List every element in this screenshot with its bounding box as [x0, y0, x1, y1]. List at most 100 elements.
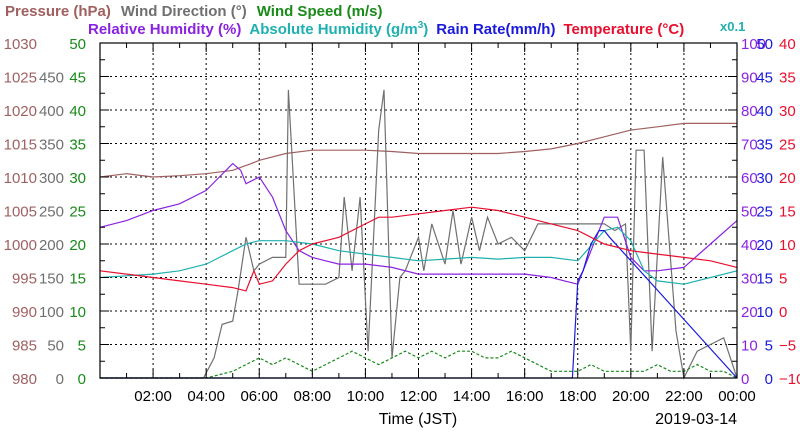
- y-tick-label-humidity: 40: [741, 237, 758, 254]
- y-tick-label-rain: 50: [756, 36, 773, 53]
- legend-entry: Wind Direction (°): [121, 3, 247, 20]
- y-tick-label-wind_direction: 200: [39, 237, 64, 254]
- y-tick-label-wind_direction: 50: [47, 338, 64, 355]
- legend-entry: Wind Speed (m/s): [257, 3, 383, 20]
- y-tick-label-wind_speed: 25: [69, 204, 86, 221]
- x-tick-label: 16:00: [506, 388, 544, 405]
- x-tick-label: 04:00: [187, 388, 225, 405]
- y-tick-label-rain: 15: [756, 271, 773, 288]
- legend-entry: Pressure (hPa): [5, 3, 111, 20]
- legend-entry: Rain Rate(mm/h): [436, 21, 555, 38]
- y-tick-label-pressure: 1020: [4, 103, 37, 120]
- legend-entry-label: Rain Rate(mm/h): [436, 21, 555, 38]
- series-lines: [99, 89, 738, 380]
- x-tick-label: 22:00: [665, 388, 703, 405]
- legend-entry: Absolute Humidity (g/m3): [249, 20, 428, 38]
- x-tick-label: 08:00: [294, 388, 332, 405]
- x-axis: 02:00 04:00 06:00 08:00 10:00 12:00 14:00 16:00…: [134, 388, 755, 428]
- legend-suffix: ): [423, 21, 428, 38]
- y-tick-label-humidity: 50: [741, 204, 758, 221]
- legend-superscript: 3: [418, 20, 424, 31]
- legend-entry-label: Temperature (°C): [563, 21, 684, 38]
- legend-entry-label: Absolute Humidity (g/m: [249, 21, 417, 38]
- y-tick-label-humidity: 70: [741, 137, 758, 154]
- y-tick-label-wind_direction: 450: [39, 70, 64, 87]
- series-line: [99, 122, 737, 178]
- y-tick-label-wind_speed: 5: [78, 338, 86, 355]
- legend-entry: Relative Humidity (%): [88, 21, 241, 38]
- x-tick-label: 18:00: [559, 388, 597, 405]
- series-line: [99, 206, 738, 292]
- y-tick-label-wind_direction: 350: [39, 137, 64, 154]
- y-tick-label-pressure: 1010: [4, 170, 37, 187]
- y-tick-label-pressure: 980: [12, 371, 37, 388]
- y-tick-label-wind_speed: 50: [69, 36, 86, 53]
- y-tick-label-pressure: 1015: [4, 137, 37, 154]
- legend-entry: Temperature (°C): [563, 21, 684, 38]
- y-tick-label-pressure: 1005: [4, 204, 37, 221]
- y-tick-label-humidity: 30: [741, 271, 758, 288]
- y-tick-label-wind_speed: 15: [69, 271, 86, 288]
- series-line: [100, 350, 738, 379]
- y-tick-label-humidity: 100: [741, 36, 766, 53]
- y-tick-label-temperature: 20: [779, 170, 796, 187]
- y-tick-label-rain: 45: [756, 70, 773, 87]
- y-tick-label-humidity: 0: [741, 371, 749, 388]
- series-line: [100, 89, 738, 380]
- date-label: 2019-03-14: [655, 411, 737, 428]
- grid: [100, 43, 737, 378]
- x-tick-label: 12:00: [400, 388, 438, 405]
- y-tick-label-temperature: −10: [779, 371, 800, 388]
- y-tick-label-pressure: 1030: [4, 36, 37, 53]
- y-tick-label-temperature: 0: [779, 304, 787, 321]
- x-tick-label: 14:00: [453, 388, 491, 405]
- scale-note: x0.1: [720, 19, 745, 34]
- y-tick-label-wind_direction: 150: [39, 271, 64, 288]
- x-tick-label: 02:00: [134, 388, 172, 405]
- y-tick-label-temperature: 40: [779, 36, 796, 53]
- y-tick-label-temperature: −5: [779, 338, 796, 355]
- plot-frame: [99, 42, 738, 379]
- y-tick-label-humidity: 80: [741, 103, 758, 120]
- y-tick-label-temperature: 35: [779, 70, 796, 87]
- y-tick-label-rain: 0: [765, 371, 773, 388]
- y-tick-label-rain: 20: [756, 237, 773, 254]
- series-line: [99, 162, 738, 285]
- y-tick-label-wind_speed: 30: [69, 170, 86, 187]
- y-tick-label-wind_speed: 0: [78, 371, 86, 388]
- y-tick-label-temperature: 15: [779, 204, 796, 221]
- legend-entry-label: Relative Humidity (%): [88, 21, 241, 38]
- x-tick-label: 00:00: [718, 388, 756, 405]
- y-tick-label-pressure: 995: [12, 271, 37, 288]
- y-tick-label-rain: 40: [756, 103, 773, 120]
- x-tick-label: 06:00: [240, 388, 278, 405]
- y-tick-label-humidity: 90: [741, 70, 758, 87]
- y-tick-label-wind_direction: 400: [39, 103, 64, 120]
- y-axes: 1030102510201015101010051000995990985980…: [4, 36, 800, 388]
- y-tick-label-rain: 10: [756, 304, 773, 321]
- y-tick-label-pressure: 1025: [4, 70, 37, 87]
- x-tick-label: 20:00: [612, 388, 650, 405]
- y-tick-label-wind_speed: 40: [69, 103, 86, 120]
- y-tick-label-pressure: 1000: [4, 237, 37, 254]
- y-tick-label-wind_direction: 250: [39, 204, 64, 221]
- series-line: [99, 226, 738, 285]
- y-tick-label-wind_direction: 300: [39, 170, 64, 187]
- y-tick-label-rain: 5: [765, 338, 773, 355]
- y-tick-label-humidity: 60: [741, 170, 758, 187]
- y-tick-label-pressure: 985: [12, 338, 37, 355]
- y-tick-label-rain: 25: [756, 204, 773, 221]
- x-axis-label: Time (JST): [379, 411, 458, 428]
- y-tick-label-wind_speed: 45: [69, 70, 86, 87]
- y-tick-label-rain: 30: [756, 170, 773, 187]
- series-line: [100, 230, 738, 379]
- y-tick-label-wind_speed: 20: [69, 237, 86, 254]
- y-tick-label-rain: 35: [756, 137, 773, 154]
- y-tick-label-temperature: 10: [779, 237, 796, 254]
- y-tick-label-pressure: 990: [12, 304, 37, 321]
- y-tick-label-temperature: 30: [779, 103, 796, 120]
- y-tick-label-humidity: 20: [741, 304, 758, 321]
- y-tick-label-wind_speed: 10: [69, 304, 86, 321]
- y-tick-label-wind_direction: 100: [39, 304, 64, 321]
